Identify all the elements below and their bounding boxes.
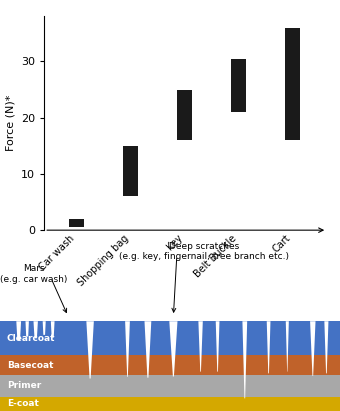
Text: E-coat: E-coat: [7, 399, 39, 408]
Polygon shape: [16, 321, 21, 340]
Polygon shape: [216, 321, 220, 372]
Polygon shape: [267, 321, 270, 373]
Polygon shape: [26, 321, 29, 337]
Bar: [69, 219, 84, 227]
Polygon shape: [51, 321, 54, 337]
Text: Mars
(e.g. car wash): Mars (e.g. car wash): [0, 264, 68, 284]
Text: Basecoat: Basecoat: [7, 361, 53, 370]
Polygon shape: [242, 321, 247, 398]
Text: Primer: Primer: [7, 381, 41, 390]
Polygon shape: [86, 321, 94, 379]
Bar: [177, 90, 192, 140]
Polygon shape: [169, 321, 177, 376]
Bar: [285, 28, 300, 140]
Polygon shape: [286, 321, 289, 372]
Bar: [231, 59, 246, 112]
Polygon shape: [43, 321, 46, 335]
Text: Clearcoat: Clearcoat: [7, 334, 55, 343]
Bar: [0, 375, 340, 397]
Polygon shape: [324, 321, 328, 373]
Bar: [0, 356, 340, 375]
Text: Deep scratches
(e.g. key, fingernail, tree branch etc.): Deep scratches (e.g. key, fingernail, tr…: [119, 242, 289, 261]
Bar: [123, 146, 138, 196]
Polygon shape: [33, 321, 38, 338]
Polygon shape: [125, 321, 130, 377]
Bar: [0, 321, 340, 356]
Polygon shape: [310, 321, 316, 376]
Polygon shape: [199, 321, 203, 372]
Polygon shape: [144, 321, 151, 378]
Bar: [0, 397, 340, 411]
Y-axis label: Force (N)*: Force (N)*: [5, 95, 16, 152]
